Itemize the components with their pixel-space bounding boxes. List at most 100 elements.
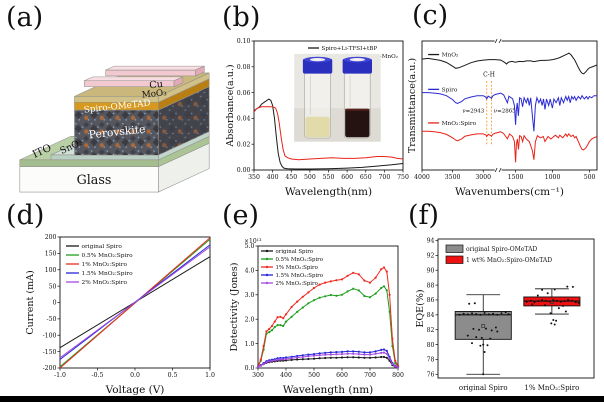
svg-text:Absorbance(a.u.): Absorbance(a.u.) <box>225 64 236 147</box>
svg-text:0: 0 <box>53 300 57 307</box>
svg-text:500: 500 <box>304 174 316 181</box>
svg-text:0.08: 0.08 <box>237 64 251 71</box>
svg-text:original Spiro: original Spiro <box>82 244 123 250</box>
svg-text:Spiro: Spiro <box>442 87 458 93</box>
svg-text:550: 550 <box>323 174 335 181</box>
svg-text:0.0: 0.0 <box>245 365 255 372</box>
svg-text:1% MnO₂:Spiro: 1% MnO₂:Spiro <box>82 262 128 268</box>
vial-photo-inset <box>294 53 381 142</box>
iv-curve-chart: -1.0 -0.5 0.0 0.5 1.0 -200 -150 -100 -50 0 50 100 15… <box>25 234 215 396</box>
svg-text:86: 86 <box>427 297 435 304</box>
svg-text:MnO₂:Spiro: MnO₂:Spiro <box>442 121 477 127</box>
svg-text:600: 600 <box>341 174 353 181</box>
svg-text:ν=2943: ν=2943 <box>462 109 484 115</box>
svg-text:5.0: 5.0 <box>245 243 255 250</box>
svg-text:400: 400 <box>280 372 292 379</box>
svg-text:EQE(%): EQE(%) <box>415 289 426 327</box>
detectivity-spectra-chart: 300 400 500 600 700 800 0.0 1.0 2.0 3.0 4.0 5.0 Wave… <box>229 238 404 396</box>
svg-text:-100: -100 <box>43 332 57 339</box>
svg-text:1500: 1500 <box>508 174 524 181</box>
svg-text:1000: 1000 <box>545 174 561 181</box>
svg-text:C-H: C-H <box>483 71 495 78</box>
svg-text:450: 450 <box>285 174 297 181</box>
svg-text:×10¹³: ×10¹³ <box>244 238 262 245</box>
svg-text:Spiro+Li-TFSI+tBP: Spiro+Li-TFSI+tBP <box>322 46 378 52</box>
svg-text:4.0: 4.0 <box>245 268 255 275</box>
svg-text:3.0: 3.0 <box>245 292 255 299</box>
svg-text:300: 300 <box>252 372 264 379</box>
svg-text:3500: 3500 <box>445 174 461 181</box>
panel-label-a: (a) <box>6 2 44 33</box>
svg-text:82: 82 <box>427 327 435 334</box>
svg-text:Wavenumbers(cm⁻¹): Wavenumbers(cm⁻¹) <box>455 186 564 198</box>
svg-text:3000: 3000 <box>475 174 491 181</box>
panel-label-e: (e) <box>222 200 260 231</box>
panel-label-f: (f) <box>408 200 440 231</box>
svg-text:800: 800 <box>392 372 404 379</box>
svg-text:500: 500 <box>584 174 596 181</box>
svg-text:MnO₂: MnO₂ <box>442 53 459 59</box>
eqe-box-plot: 76 78 80 82 84 86 88 90 92 94 EQE(%) original Spiro… <box>415 238 595 392</box>
svg-text:original Spiro: original Spiro <box>459 384 508 392</box>
svg-text:50: 50 <box>49 283 57 290</box>
svg-text:2.0: 2.0 <box>245 316 255 323</box>
svg-text:84: 84 <box>427 312 435 319</box>
svg-text:Current (mA): Current (mA) <box>25 270 36 334</box>
svg-text:700: 700 <box>364 372 376 379</box>
panel-label-d: (d) <box>6 200 45 231</box>
svg-text:0.00: 0.00 <box>237 167 251 174</box>
svg-text:94: 94 <box>427 238 435 245</box>
svg-text:2% MnO₂:Spiro: 2% MnO₂:Spiro <box>82 280 128 286</box>
svg-text:-0.5: -0.5 <box>92 372 104 379</box>
svg-text:350: 350 <box>248 174 260 181</box>
svg-text:-150: -150 <box>43 349 57 356</box>
svg-text:Wavelength(nm): Wavelength(nm) <box>285 186 372 198</box>
svg-text:1.5% MnO₂:Spiro: 1.5% MnO₂:Spiro <box>276 273 324 279</box>
bottom-border <box>0 396 604 402</box>
svg-text:1% MnO₂:Spiro: 1% MnO₂:Spiro <box>276 265 318 271</box>
svg-text:0.02: 0.02 <box>237 141 251 148</box>
svg-text:Glass: Glass <box>77 172 112 187</box>
svg-text:Wavelength (nm): Wavelength (nm) <box>283 384 374 396</box>
svg-text:0.5: 0.5 <box>168 372 178 379</box>
svg-text:1.5% MnO₂:Spiro: 1.5% MnO₂:Spiro <box>82 271 134 277</box>
absorbance-spectra-chart: 350 400 450 500 550 600 650 700 750 0.00 0.02 0.04 0… <box>225 38 409 198</box>
svg-text:0.04: 0.04 <box>237 116 251 123</box>
svg-text:original Spiro: original Spiro <box>276 249 314 255</box>
svg-text:90: 90 <box>427 267 435 274</box>
svg-text:Perovskite: Perovskite <box>88 123 146 142</box>
svg-text:0.5% MnO₂:Spiro: 0.5% MnO₂:Spiro <box>82 253 134 259</box>
panel-label-c: (c) <box>412 0 449 31</box>
svg-text:Detectivity (Jones): Detectivity (Jones) <box>229 262 240 351</box>
ftir-transmittance-chart: 4000 3500 3000 1500 1000 500 Wavenumbers(cm⁻¹)… <box>407 38 598 198</box>
svg-text:MoO₃: MoO₃ <box>141 88 167 101</box>
svg-text:400: 400 <box>267 174 279 181</box>
svg-text:750: 750 <box>397 174 409 181</box>
svg-text:92: 92 <box>427 253 435 260</box>
svg-text:100: 100 <box>45 267 57 274</box>
svg-text:1 wt% MnO₂:Spiro-OMeTAD: 1 wt% MnO₂:Spiro-OMeTAD <box>466 257 552 264</box>
svg-text:0.10: 0.10 <box>237 38 251 45</box>
svg-text:200: 200 <box>45 234 57 241</box>
svg-text:150: 150 <box>45 251 57 258</box>
svg-text:650: 650 <box>360 174 372 181</box>
svg-text:1.0: 1.0 <box>245 341 255 348</box>
svg-text:Voltage (V): Voltage (V) <box>105 384 165 396</box>
svg-text:78: 78 <box>427 357 435 364</box>
svg-text:4000: 4000 <box>414 174 430 181</box>
svg-text:Cu: Cu <box>149 79 164 91</box>
panel-label-b: (b) <box>222 2 261 33</box>
svg-text:-1.0: -1.0 <box>54 372 66 379</box>
svg-text:original Spiro-OMeTAD: original Spiro-OMeTAD <box>466 246 537 253</box>
svg-text:Transmittance(a.u.): Transmittance(a.u.) <box>407 58 418 153</box>
svg-text:700: 700 <box>378 174 390 181</box>
svg-text:1.0: 1.0 <box>205 372 215 379</box>
svg-text:2% MnO₂:Spiro: 2% MnO₂:Spiro <box>276 281 318 287</box>
svg-text:88: 88 <box>427 282 435 289</box>
svg-text:80: 80 <box>427 342 435 349</box>
svg-text:600: 600 <box>336 372 348 379</box>
svg-text:-50: -50 <box>47 316 57 323</box>
svg-text:-200: -200 <box>43 365 57 372</box>
